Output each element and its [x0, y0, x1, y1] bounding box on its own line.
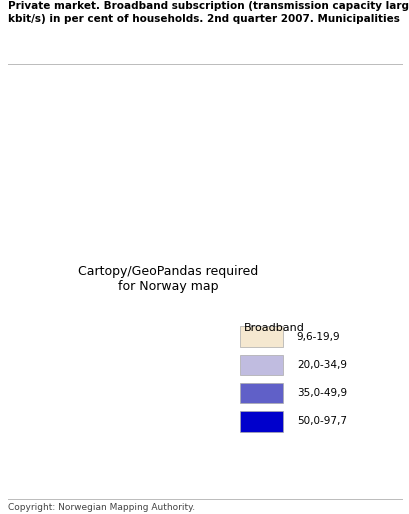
Bar: [239, 326, 282, 347]
Text: Cartopy/GeoPandas required
for Norway map: Cartopy/GeoPandas required for Norway ma…: [78, 265, 258, 293]
Text: 35,0-49,9: 35,0-49,9: [296, 388, 346, 398]
Text: 50,0-97,7: 50,0-97,7: [296, 416, 346, 427]
Text: Copyright: Norwegian Mapping Authority.: Copyright: Norwegian Mapping Authority.: [8, 503, 195, 512]
Bar: [239, 411, 282, 432]
Text: Private market. Broadband subscription (transmission capacity larger than 128
kb: Private market. Broadband subscription (…: [8, 1, 409, 24]
Text: Broadband: Broadband: [243, 323, 303, 333]
Text: 20,0-34,9: 20,0-34,9: [296, 360, 346, 370]
Text: 9,6-19,9: 9,6-19,9: [296, 332, 339, 342]
Bar: [239, 383, 282, 403]
Bar: [239, 355, 282, 375]
